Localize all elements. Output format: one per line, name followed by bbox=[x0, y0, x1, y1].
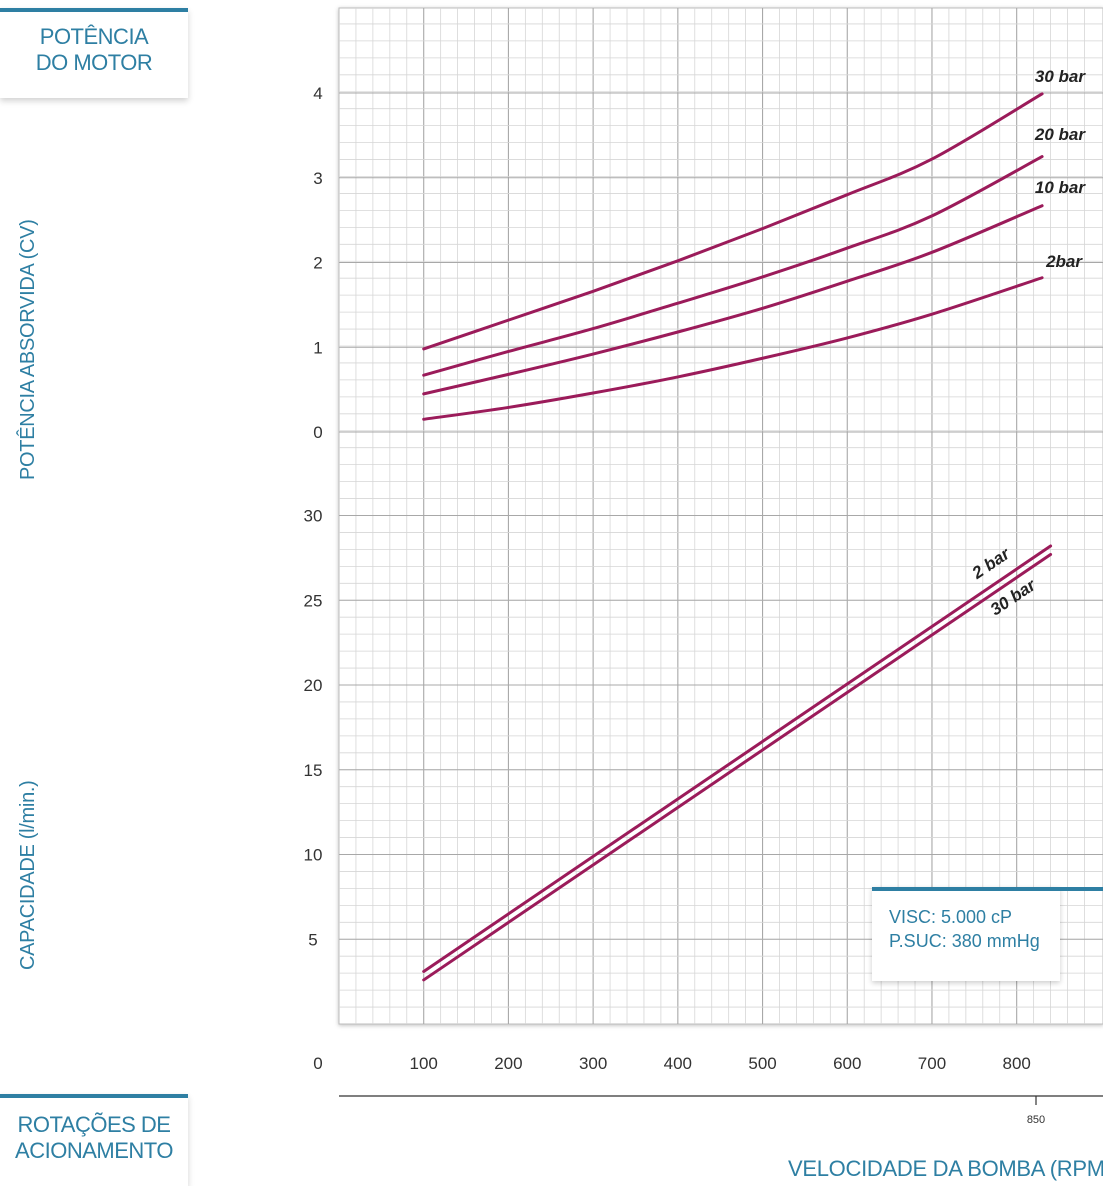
power-series-label: 2bar bbox=[1045, 252, 1083, 271]
power-tick-label: 4 bbox=[313, 84, 322, 103]
power-series-label: 20 bar bbox=[1034, 125, 1086, 144]
speed-tick-label: 800 bbox=[1002, 1054, 1030, 1073]
origin-label: 0 bbox=[313, 1054, 322, 1073]
power-tick-label: 2 bbox=[313, 254, 322, 273]
capacity-tick-label: 5 bbox=[308, 930, 317, 949]
series-line bbox=[422, 544, 1053, 973]
speed-tick-label: 500 bbox=[748, 1054, 776, 1073]
speed-tick-label: 600 bbox=[833, 1054, 861, 1073]
power-series-label: 10 bar bbox=[1035, 178, 1086, 197]
note-accent-bar bbox=[1060, 887, 1103, 891]
capacity-tick-label: 30 bbox=[304, 507, 323, 526]
series-line bbox=[422, 552, 1053, 982]
tick-labels: 0 1 2 3 4 5 10 15 20 25 30 100 200 300 400 500 600 700 800 bbox=[304, 84, 1031, 1073]
speed-tick-label: 300 bbox=[579, 1054, 607, 1073]
motor-power-box: POTÊNCIA DO MOTOR bbox=[0, 8, 188, 98]
speed-tick-label: 200 bbox=[494, 1054, 522, 1073]
capacity-tick-label: 10 bbox=[304, 846, 323, 865]
motor-box-line-2: DO MOTOR bbox=[35, 50, 153, 75]
power-tick-label: 1 bbox=[313, 338, 322, 357]
suction-text: P.SUC: 380 mmHg bbox=[889, 931, 1040, 951]
conditions-note: VISC: 5.000 cP P.SUC: 380 mmHg bbox=[872, 887, 1060, 981]
capacity-tick-label: 15 bbox=[304, 761, 323, 780]
series-line bbox=[422, 204, 1044, 396]
power-tick-label: 0 bbox=[313, 423, 322, 442]
speed-tick-label: 400 bbox=[664, 1054, 692, 1073]
speed-marker-label: 850 bbox=[1027, 1114, 1045, 1126]
viscosity-text: VISC: 5.000 cP bbox=[889, 907, 1013, 927]
series-line bbox=[422, 276, 1044, 421]
rotations-box: ROTAÇÕES DE ACIONAMENTO bbox=[0, 1094, 188, 1186]
x-axis-title: VELOCIDADE DA BOMBA (RPM) bbox=[788, 1156, 1103, 1181]
motor-box-line-1: POTÊNCIA bbox=[39, 24, 149, 49]
power-series-label: 30 bar bbox=[1035, 67, 1086, 86]
series-line bbox=[422, 92, 1044, 351]
rotations-box-line-2: ACIONAMENTO bbox=[15, 1138, 173, 1163]
capacity-tick-label: 25 bbox=[304, 591, 323, 610]
speed-tick-label: 700 bbox=[918, 1054, 946, 1073]
capacity-tick-label: 20 bbox=[304, 676, 323, 695]
curves bbox=[422, 92, 1053, 982]
rotations-box-line-1: ROTAÇÕES DE bbox=[17, 1112, 171, 1137]
power-tick-label: 3 bbox=[313, 169, 322, 188]
series-line bbox=[422, 155, 1044, 377]
speed-tick-label: 100 bbox=[410, 1054, 438, 1073]
